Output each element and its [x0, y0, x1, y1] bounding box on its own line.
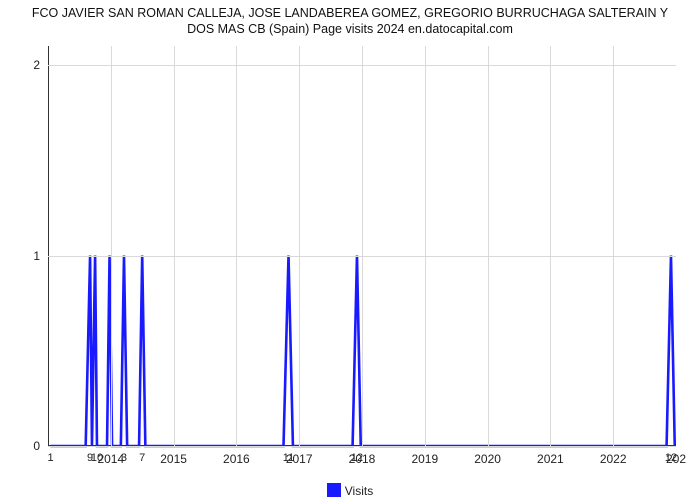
x-point-label: 12: [665, 452, 677, 464]
y-tick-label: 1: [33, 249, 40, 263]
legend: Visits: [0, 483, 700, 498]
x-tick-label: 2015: [160, 452, 187, 466]
legend-label: Visits: [345, 484, 373, 498]
y-tick-label: 0: [33, 439, 40, 453]
x-tick-label: 2016: [223, 452, 250, 466]
gridline-h: [48, 446, 676, 447]
chart-container: FCO JAVIER SAN ROMAN CALLEJA, JOSE LANDA…: [0, 0, 700, 500]
gridline-v: [111, 46, 112, 446]
plot-area: 0122014201520162017201820192020202120222…: [48, 46, 676, 446]
x-tick-label: 2021: [537, 452, 564, 466]
x-point-label: 10: [91, 452, 103, 464]
x-point-label: 3: [121, 452, 127, 464]
gridline-v: [236, 46, 237, 446]
gridline-v: [362, 46, 363, 446]
x-tick-label: 2019: [411, 452, 438, 466]
gridline-v: [550, 46, 551, 446]
gridline-v: [174, 46, 175, 446]
x-point-label: 1: [47, 452, 53, 464]
gridline-v: [299, 46, 300, 446]
x-tick-label: 2020: [474, 452, 501, 466]
gridline-v: [613, 46, 614, 446]
legend-swatch: [327, 483, 341, 497]
x-point-label: 11: [283, 452, 294, 464]
x-tick-label: 2022: [600, 452, 627, 466]
x-point-label: 7: [139, 452, 145, 464]
gridline-v: [488, 46, 489, 446]
y-tick-label: 2: [33, 58, 40, 72]
x-point-label: 12: [351, 452, 363, 464]
chart-title: FCO JAVIER SAN ROMAN CALLEJA, JOSE LANDA…: [0, 6, 700, 37]
gridline-v: [425, 46, 426, 446]
